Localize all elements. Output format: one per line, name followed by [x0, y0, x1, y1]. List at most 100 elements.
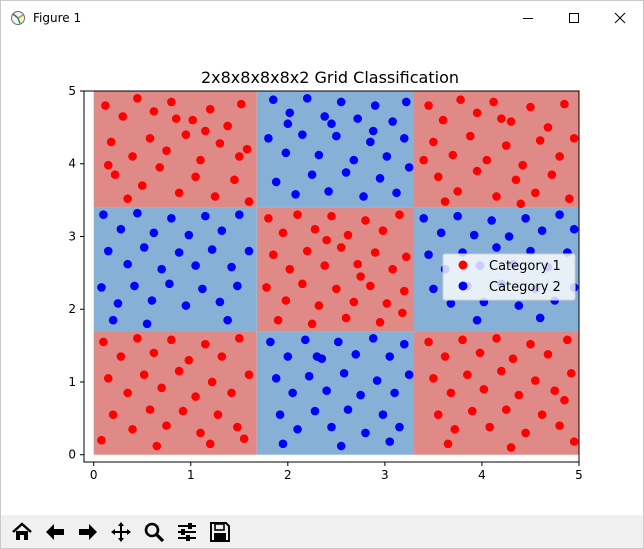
category-2-point [264, 133, 273, 143]
category-2-point [167, 214, 176, 223]
category2-region-1 [256, 91, 414, 208]
category-1-point [463, 370, 472, 380]
category-1-point [446, 388, 456, 398]
pan-button[interactable] [106, 517, 136, 547]
y-tick-label: 0 [68, 448, 76, 462]
decision-regions [84, 91, 579, 462]
category-2-point [353, 114, 363, 123]
category-1-point [205, 439, 215, 449]
category-2-point [184, 230, 194, 240]
category-2-point [312, 352, 322, 361]
configure-button[interactable] [172, 517, 202, 547]
category-2-point [327, 119, 336, 129]
back-button[interactable] [40, 517, 70, 547]
category-1-point [230, 175, 239, 185]
category-2-point [198, 284, 207, 294]
category-1-point [244, 370, 254, 380]
category-2-point [271, 374, 281, 383]
category-1-point [174, 188, 184, 198]
category-2-point [385, 437, 395, 446]
title-bar: Figure 1 [1, 1, 643, 35]
category-2-point [341, 168, 351, 177]
category-2-point [233, 281, 242, 291]
category-1-point [401, 252, 411, 262]
category-1-point [501, 405, 511, 414]
category-1-point [508, 354, 518, 364]
category-2-point [215, 297, 225, 307]
category-1-point [285, 264, 295, 274]
category-1-point [479, 384, 489, 394]
category-2-point [314, 150, 324, 160]
category-2-point [327, 422, 336, 432]
category-1-point [171, 114, 181, 123]
category-1-point [440, 352, 450, 361]
category-1-point [429, 374, 438, 383]
category-2-point [424, 250, 433, 259]
category-2-point [281, 148, 291, 158]
category-1-point [128, 152, 137, 161]
forward-button[interactable] [73, 517, 103, 547]
zoom-button[interactable] [139, 517, 169, 547]
category-1-point [273, 315, 283, 325]
category-1-point [322, 235, 331, 245]
y-tick-label: 4 [68, 157, 76, 171]
maximize-button[interactable] [551, 1, 597, 35]
category-2-point [390, 388, 399, 398]
save-button[interactable] [205, 517, 235, 547]
category-2-point [333, 337, 343, 347]
category-1-point [327, 211, 336, 221]
category-1-point [388, 264, 397, 274]
category-2-point [227, 262, 236, 272]
category-2-point [223, 315, 232, 325]
category-1-point [560, 99, 569, 109]
sliders-icon [178, 522, 196, 541]
home-button[interactable] [7, 517, 37, 547]
category-1-point [521, 428, 530, 438]
close-button[interactable] [597, 1, 643, 35]
category-2-point [142, 319, 152, 329]
category-2-point [116, 224, 126, 234]
category-1-point [489, 97, 498, 107]
category-2-point [320, 112, 330, 121]
category-2-point [336, 97, 346, 107]
category-1-point [157, 383, 166, 393]
category-2-point [324, 187, 333, 196]
category-2-point [244, 246, 254, 256]
category-1-point [162, 421, 171, 430]
category-1-point [167, 335, 176, 345]
category-1-point [207, 377, 217, 387]
category-1-point [535, 136, 545, 145]
category-1-point [145, 405, 155, 414]
legend-marker-category-1 [458, 260, 468, 270]
category-2-point [514, 301, 524, 310]
category-2-point [130, 281, 139, 291]
category-1-point [181, 130, 191, 139]
category-2-point [343, 405, 353, 414]
navigation-toolbar [1, 515, 643, 548]
category-2-point [395, 422, 404, 432]
maximize-icon [569, 13, 579, 23]
category-2-point [446, 299, 456, 308]
category-1-point [188, 115, 198, 125]
category-1-point [433, 172, 443, 182]
minimize-button[interactable] [505, 1, 551, 35]
category-1-point [184, 355, 194, 365]
category-2-point [174, 248, 184, 257]
category-1-point [448, 150, 458, 160]
category-2-point [521, 214, 530, 223]
figure-canvas[interactable]: 2x8x8x8x8x2 Grid Classification 0 1 2 3 4 5 0 1… [1, 35, 643, 513]
category-1-point [492, 192, 501, 201]
category-2-point [322, 386, 331, 396]
category-2-point [207, 245, 217, 254]
category-1-point [268, 250, 278, 259]
category-2-point [388, 117, 397, 126]
category-2-point [339, 368, 349, 378]
category-1-point [429, 137, 438, 147]
category-1-point [569, 437, 579, 446]
category-2-point [266, 337, 275, 347]
category-1-point [378, 226, 388, 235]
category-1-point [128, 424, 137, 434]
category-1-point [467, 406, 477, 416]
category-1-point [361, 216, 370, 225]
arrow-right-icon [79, 523, 97, 540]
